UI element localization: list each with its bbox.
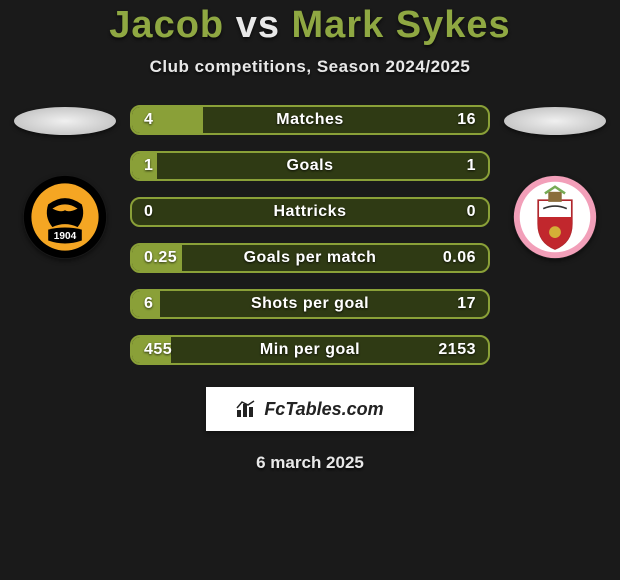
comparison-card: Jacob vs Mark Sykes Club competitions, S… (0, 0, 620, 580)
player1-name: Jacob (109, 4, 224, 46)
stat-label: Goals (132, 157, 488, 175)
stat-label: Matches (132, 111, 488, 129)
player2-club-badge (513, 175, 597, 259)
page-title: Jacob vs Mark Sykes (109, 4, 510, 47)
date-label: 6 march 2025 (256, 453, 364, 473)
stat-row: 455Min per goal2153 (130, 335, 490, 365)
player2-avatar (504, 107, 606, 135)
bristol-badge-icon (513, 175, 597, 259)
right-side (500, 105, 610, 259)
stat-label: Hattricks (132, 203, 488, 221)
stat-bars: 4Matches16 1Goals1 0Hattricks0 0.25Goals pe… (120, 105, 500, 365)
stat-row: 1Goals1 (130, 151, 490, 181)
stat-row: 0.25Goals per match0.06 (130, 243, 490, 273)
subtitle: Club competitions, Season 2024/2025 (150, 57, 471, 77)
stat-label: Shots per goal (132, 295, 488, 313)
hull-badge-icon: 1904 (23, 175, 107, 259)
player1-avatar (14, 107, 116, 135)
chart-icon (236, 400, 258, 418)
stat-label: Min per goal (132, 341, 488, 359)
player1-club-badge: 1904 (23, 175, 107, 259)
main-panel: 1904 4Matches16 1Goals1 0Hattricks0 0.25Goa… (0, 105, 620, 365)
vs-label: vs (236, 4, 280, 46)
brand-label: FcTables.com (264, 399, 383, 420)
stat-row: 6Shots per goal17 (130, 289, 490, 319)
svg-text:1904: 1904 (54, 231, 77, 242)
player2-name: Mark Sykes (292, 4, 511, 46)
brand-banner[interactable]: FcTables.com (206, 387, 414, 431)
stat-row: 4Matches16 (130, 105, 490, 135)
stat-label: Goals per match (132, 249, 488, 267)
left-side: 1904 (10, 105, 120, 259)
stat-row: 0Hattricks0 (130, 197, 490, 227)
